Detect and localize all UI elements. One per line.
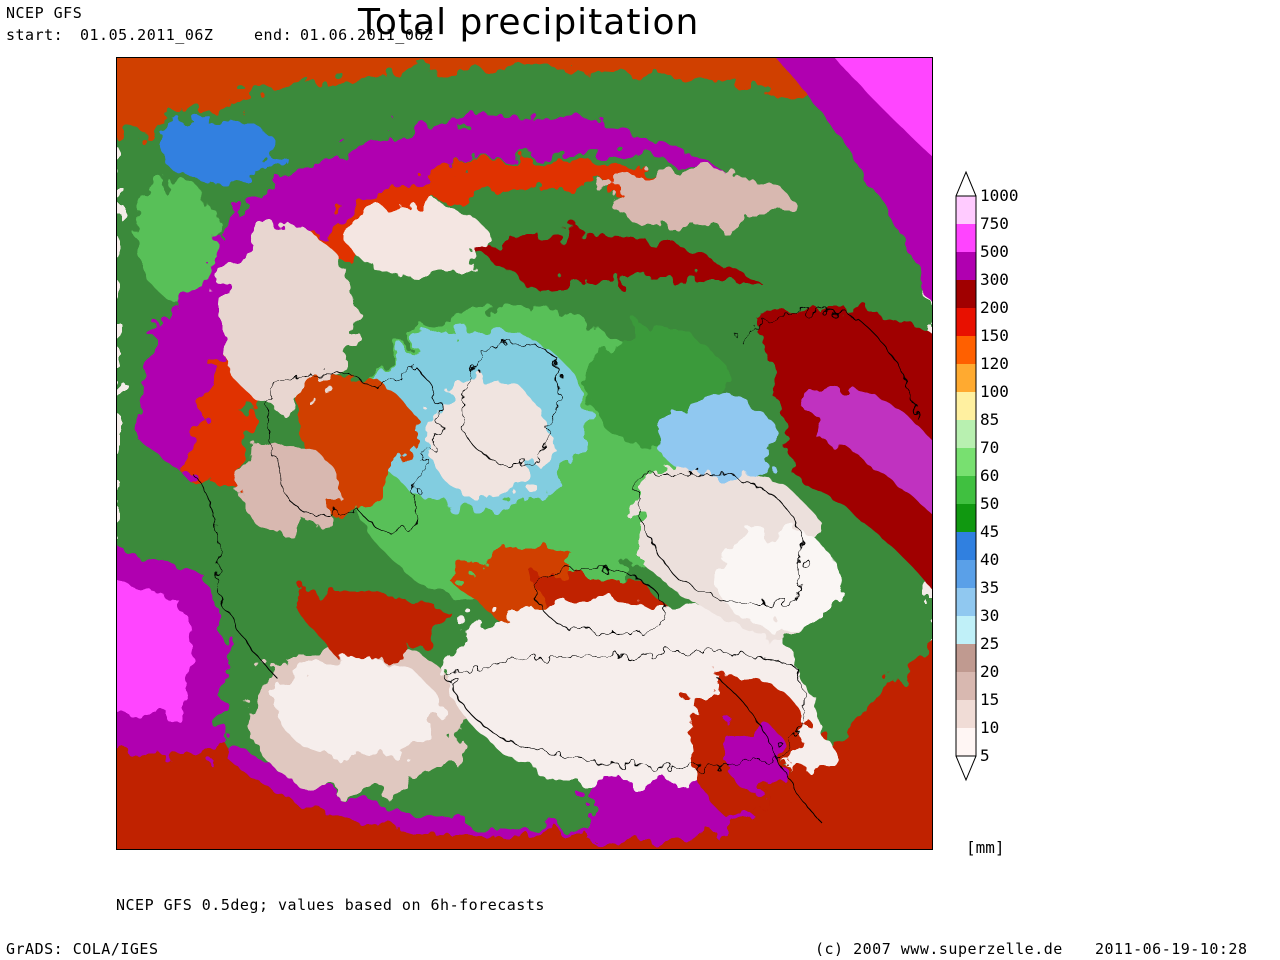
legend-swatch-70 xyxy=(956,448,976,476)
map-title: Total precipitation xyxy=(358,2,700,43)
legend-swatch-40 xyxy=(956,560,976,588)
legend-label-25: 25 xyxy=(980,634,1000,653)
precipitation-map xyxy=(116,57,933,850)
legend-swatch-30 xyxy=(956,616,976,644)
legend-label-5: 5 xyxy=(980,746,990,765)
legend-label-300: 300 xyxy=(980,270,1009,289)
legend-label-45: 45 xyxy=(980,522,1000,541)
end-label: end: xyxy=(254,26,293,44)
start-time: 01.05.2011_06Z xyxy=(80,26,214,44)
timestamp: 2011-06-19-10:28 xyxy=(1095,940,1248,958)
legend-swatch-50 xyxy=(956,504,976,532)
units-label: [mm] xyxy=(966,838,1005,857)
legend-label-70: 70 xyxy=(980,438,1000,457)
legend-swatch-15 xyxy=(956,700,976,728)
legend-label-50: 50 xyxy=(980,494,1000,513)
legend-border xyxy=(955,195,977,757)
start-label: start: xyxy=(6,26,64,44)
legend-swatch-1000 xyxy=(956,196,976,224)
legend-swatch-25 xyxy=(956,644,976,672)
model-name: NCEP GFS xyxy=(6,4,83,22)
legend-label-150: 150 xyxy=(980,326,1009,345)
color-scale xyxy=(955,170,977,782)
legend-swatch-35 xyxy=(956,588,976,616)
legend-swatch-300 xyxy=(956,280,976,308)
legend-label-40: 40 xyxy=(980,550,1000,569)
legend-label-1000: 1000 xyxy=(980,186,1019,205)
legend-label-100: 100 xyxy=(980,382,1009,401)
legend-label-120: 120 xyxy=(980,354,1009,373)
legend-swatch-20 xyxy=(956,672,976,700)
legend-label-10: 10 xyxy=(980,718,1000,737)
legend-swatch-500 xyxy=(956,252,976,280)
source-note: NCEP GFS 0.5deg; values based on 6h-fore… xyxy=(116,896,545,914)
legend-label-500: 500 xyxy=(980,242,1009,261)
legend-swatch-200 xyxy=(956,308,976,336)
color-legend xyxy=(950,170,1030,785)
legend-label-200: 200 xyxy=(980,298,1009,317)
legend-swatch-10 xyxy=(956,728,976,756)
legend-label-20: 20 xyxy=(980,662,1000,681)
legend-swatch-85 xyxy=(956,420,976,448)
legend-swatch-60 xyxy=(956,476,976,504)
copyright: (c) 2007 www.superzelle.de xyxy=(815,940,1063,958)
legend-swatch-120 xyxy=(956,364,976,392)
legend-swatch-100 xyxy=(956,392,976,420)
legend-swatch-750 xyxy=(956,224,976,252)
precipitation-field xyxy=(117,58,932,849)
legend-label-60: 60 xyxy=(980,466,1000,485)
legend-swatch-150 xyxy=(956,336,976,364)
legend-label-15: 15 xyxy=(980,690,1000,709)
legend-label-750: 750 xyxy=(980,214,1009,233)
end-time: 01.06.2011_06Z xyxy=(300,26,434,44)
legend-label-35: 35 xyxy=(980,578,1000,597)
legend-label-85: 85 xyxy=(980,410,1000,429)
software-credit: GrADS: COLA/IGES xyxy=(6,940,159,958)
legend-swatch-45 xyxy=(956,532,976,560)
legend-label-30: 30 xyxy=(980,606,1000,625)
